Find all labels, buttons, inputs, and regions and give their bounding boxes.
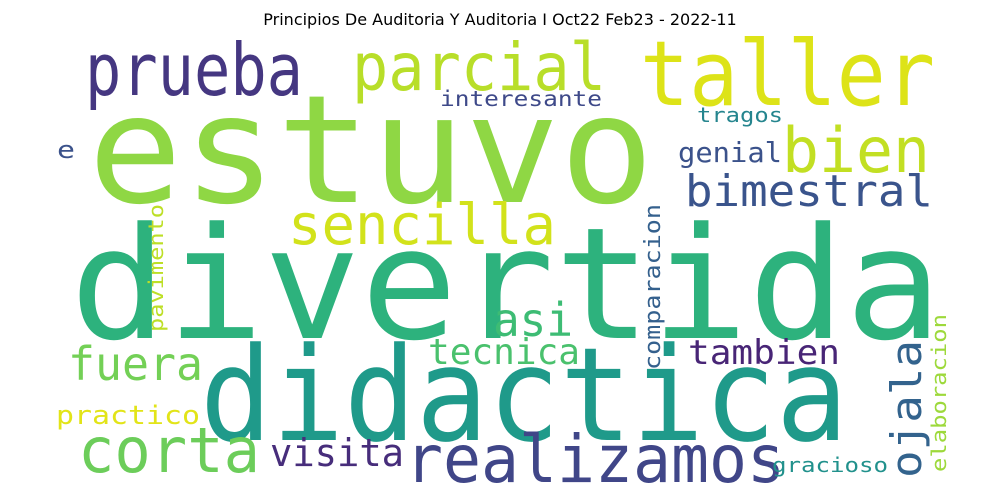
- word-comparacion: comparacion: [641, 204, 666, 370]
- word-genial: genial: [678, 136, 782, 169]
- word-tecnica: tecnica: [428, 332, 580, 373]
- word-visita: visita: [270, 431, 404, 475]
- word-corta: corta: [78, 414, 260, 487]
- word-e: e: [57, 136, 75, 164]
- word-divertida: divertida: [70, 194, 942, 375]
- word-asi: asi: [493, 293, 573, 347]
- word-gracioso: gracioso: [772, 453, 888, 477]
- word-estuvo: estuvo: [88, 64, 654, 238]
- word-sencilla: sencilla: [288, 193, 556, 258]
- word-pavimento: pavimento: [144, 204, 168, 332]
- word-practico: practico: [56, 401, 200, 431]
- word-tambien: tambien: [688, 333, 840, 373]
- word-fuera: fuera: [68, 337, 203, 391]
- word-realizamos: realizamos: [405, 421, 785, 498]
- chart-title: Principios De Auditoria Y Auditoria I Oc…: [263, 10, 737, 29]
- word-parcial: parcial: [352, 29, 606, 106]
- word-elaboracion: elaboracion: [927, 314, 951, 472]
- word-ojala: ojala: [882, 340, 931, 478]
- word-interesante: interesante: [440, 87, 602, 111]
- word-didactica: didactica: [200, 319, 848, 471]
- word-prueba: prueba: [85, 28, 303, 112]
- word-taller: taller: [640, 22, 935, 127]
- word-bimestral: bimestral: [685, 166, 933, 217]
- word-bien: bien: [782, 114, 930, 187]
- word-tragos: tragos: [697, 103, 783, 127]
